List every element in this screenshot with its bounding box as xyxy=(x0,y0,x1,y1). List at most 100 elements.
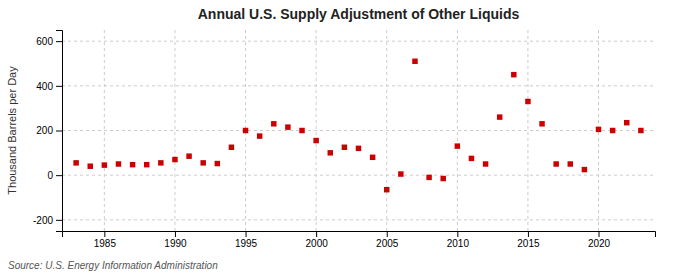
source: Source: U.S. Energy Information Administ… xyxy=(8,260,218,271)
y-axis-tick-label: 0 xyxy=(47,170,53,181)
point xyxy=(398,171,403,176)
point xyxy=(158,160,163,165)
y-axis-tick-mark xyxy=(56,41,62,42)
y-axis-tick-label: 600 xyxy=(36,36,53,47)
grid-line-x xyxy=(104,30,105,231)
y-axis-tick-label: 400 xyxy=(36,81,53,92)
point xyxy=(130,162,135,167)
x-axis-tick: 2015 xyxy=(517,231,540,249)
point xyxy=(497,114,502,119)
y-axis-tick-mark xyxy=(56,220,62,221)
y-axis-tick: 400 xyxy=(36,81,62,92)
x-axis-tick: 2010 xyxy=(447,231,470,249)
chart-container: 1985 1990 1995 2000 2005 2010 2015 2020 -200 0 200… xyxy=(0,0,675,275)
grid-line-x xyxy=(316,30,317,231)
x-axis-tick-label: 2015 xyxy=(517,238,540,249)
point xyxy=(73,160,78,165)
chart: 1985 1990 1995 2000 2005 2010 2015 2020 -200 0 200… xyxy=(0,0,675,275)
point xyxy=(144,162,149,167)
x-axis-tick: 2020 xyxy=(588,231,611,249)
title: Annual U.S. Supply Adjustment of Other L… xyxy=(198,6,520,22)
x-axis-tick: 1990 xyxy=(164,231,187,249)
point xyxy=(116,161,121,166)
x-axis-tick: 2005 xyxy=(376,231,399,249)
x-axis-tick-label: 2005 xyxy=(376,238,399,249)
point xyxy=(342,145,347,150)
point xyxy=(172,157,177,162)
x-axis: 1985 1990 1995 2000 2005 2010 2015 2020 xyxy=(63,231,656,249)
grid xyxy=(62,30,655,231)
x-axis-tick-label: 2020 xyxy=(588,238,611,249)
point xyxy=(624,120,629,125)
point xyxy=(426,175,431,180)
x-axis-tick-label: 1995 xyxy=(235,238,258,249)
point xyxy=(356,146,361,151)
x-axis-tick-mark xyxy=(246,231,247,237)
x-axis-tick-mark xyxy=(457,231,458,237)
point xyxy=(243,128,248,133)
x-axis-tick-label: 2010 xyxy=(447,238,470,249)
x-axis-tick-label: 1985 xyxy=(94,238,117,249)
point xyxy=(102,162,107,167)
point xyxy=(370,155,375,160)
point xyxy=(469,156,474,161)
grid-line-x xyxy=(527,30,528,231)
x-axis-tick-mark xyxy=(387,231,388,237)
y-axis-tick: 0 xyxy=(47,170,62,181)
point xyxy=(582,167,587,172)
point xyxy=(610,128,615,133)
point xyxy=(553,161,558,166)
point xyxy=(87,163,92,168)
point xyxy=(186,153,191,158)
point xyxy=(200,160,205,165)
point xyxy=(455,143,460,148)
point xyxy=(229,145,234,150)
point xyxy=(511,72,516,77)
point xyxy=(525,99,530,104)
x-axis-tick: 1995 xyxy=(235,231,258,249)
grid-line-y xyxy=(62,85,655,86)
x-axis-tick: 1985 xyxy=(94,231,117,249)
y-axis-line xyxy=(56,31,63,232)
x-axis-tick-mark xyxy=(175,231,176,237)
point xyxy=(299,128,304,133)
grid-line-y xyxy=(62,41,655,42)
point xyxy=(257,133,262,138)
grid-line-x xyxy=(457,30,458,231)
point xyxy=(328,150,333,155)
point xyxy=(440,176,445,181)
grid-line-x xyxy=(386,30,387,231)
grid-line-y xyxy=(62,175,655,176)
y-axis: -200 0 200 400 600 xyxy=(33,31,63,232)
y-axis-tick: -200 xyxy=(33,215,62,226)
y-axis-tick-mark xyxy=(56,175,62,176)
y-axis-tick-mark xyxy=(56,86,62,87)
point xyxy=(412,59,417,64)
point xyxy=(483,161,488,166)
point xyxy=(313,138,318,143)
points xyxy=(73,59,643,193)
x-axis-tick-mark xyxy=(599,231,600,237)
x-axis-line xyxy=(63,232,656,238)
y-axis-tick: 600 xyxy=(36,36,62,47)
point xyxy=(285,124,290,129)
x-axis-tick-mark xyxy=(528,231,529,237)
x-axis-tick-mark xyxy=(104,231,105,237)
point xyxy=(384,187,389,192)
point xyxy=(271,121,276,126)
point xyxy=(568,161,573,166)
y-axis-tick-mark xyxy=(56,131,62,132)
point xyxy=(638,128,643,133)
x-axis-tick-label: 2000 xyxy=(306,238,329,249)
y-axis-tick: 200 xyxy=(36,125,62,136)
point xyxy=(539,121,544,126)
y-axis-tick-label: -200 xyxy=(33,215,53,226)
grid-line-x xyxy=(174,30,175,231)
point xyxy=(596,127,601,132)
x-axis-tick: 2000 xyxy=(306,231,329,249)
x-axis-tick-label: 1990 xyxy=(164,238,187,249)
y-axis-title: Thousand Barrels per Day xyxy=(6,66,18,195)
x-axis-tick-mark xyxy=(316,231,317,237)
point xyxy=(215,161,220,166)
grid-line-y xyxy=(62,130,655,131)
